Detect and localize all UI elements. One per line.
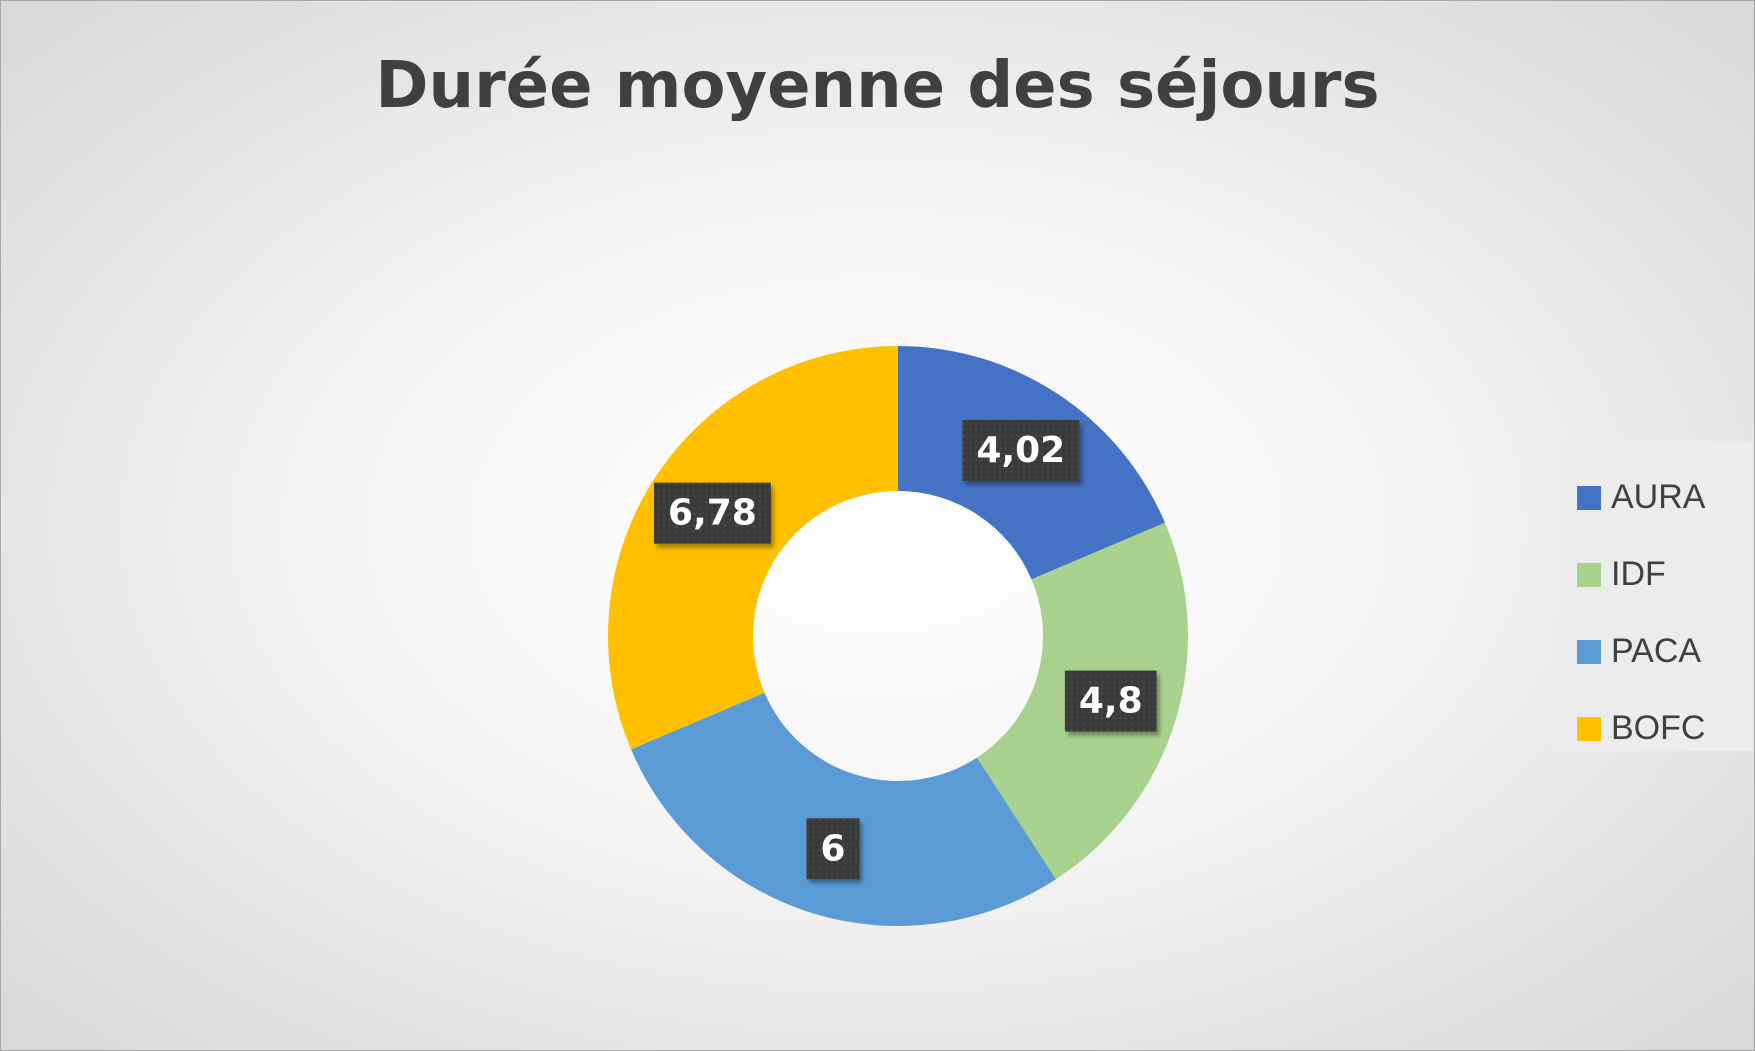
donut-slice-bofc (608, 346, 898, 750)
legend-item-aura: AURA (1557, 459, 1753, 536)
data-label-bofc: 6,78 (654, 482, 771, 544)
legend-swatch-paca (1577, 639, 1601, 664)
data-label-box-paca (806, 818, 860, 880)
data-label-box-aura (962, 419, 1080, 481)
data-label-paca: 6 (806, 818, 860, 880)
data-label-text-paca: 6 (820, 828, 845, 869)
legend-swatch-bofc (1577, 716, 1601, 741)
legend-swatch-aura (1577, 485, 1601, 510)
data-label-idf: 4,8 (1064, 670, 1157, 732)
data-label-text-aura: 4,02 (976, 430, 1065, 471)
legend: AURA IDF PACA BOFC (1557, 441, 1753, 751)
data-label-box-bofc (654, 482, 771, 544)
legend-label-idf: IDF (1611, 555, 1666, 593)
legend-label-bofc: BOFC (1611, 709, 1706, 747)
donut-slice-paca (631, 692, 1056, 927)
chart-title: Durée moyenne des séjours (375, 49, 1380, 123)
legend-item-idf: IDF (1557, 536, 1753, 613)
legend-item-paca: PACA (1557, 613, 1753, 690)
data-label-aura: 4,02 (962, 419, 1080, 481)
legend-label-aura: AURA (1611, 478, 1706, 516)
legend-item-bofc: BOFC (1557, 690, 1753, 767)
data-label-text-idf: 4,8 (1079, 681, 1143, 722)
data-label-box-idf (1064, 670, 1157, 732)
legend-label-paca: PACA (1611, 632, 1702, 670)
data-label-text-bofc: 6,78 (668, 493, 757, 534)
legend-swatch-idf (1577, 562, 1601, 587)
